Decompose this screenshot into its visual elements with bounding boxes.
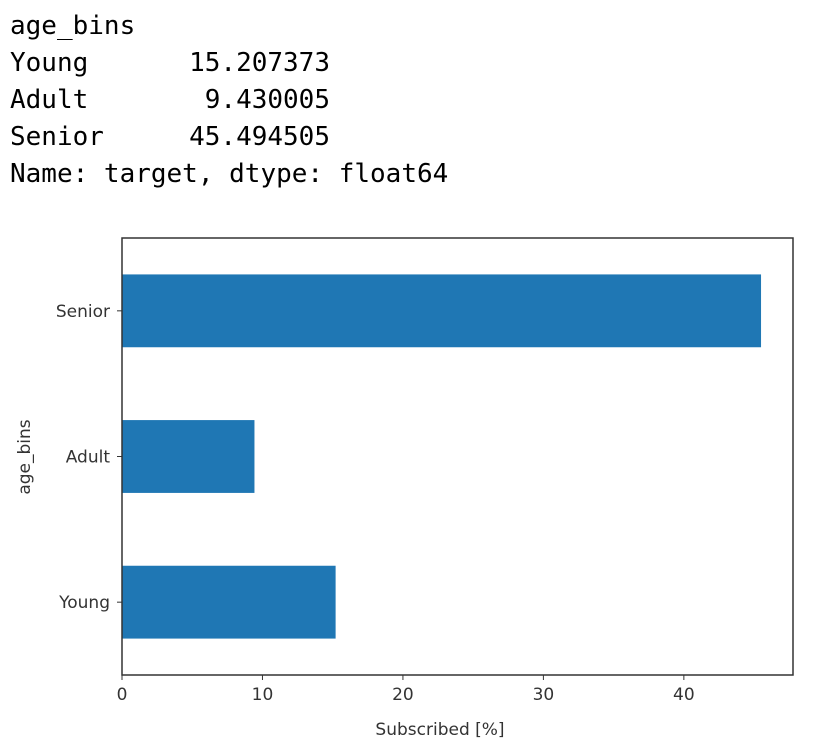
y-tick-label: Young [58,593,110,613]
bar [122,565,336,639]
x-tick-label: 10 [252,685,274,705]
y-axis-label: age_bins [15,419,35,494]
bar [122,274,762,348]
row-name: Senior [10,122,104,152]
y-tick-label: Senior [56,302,110,322]
x-axis-label: Subscribed [%] [375,720,504,740]
x-tick-label: 40 [673,685,695,705]
row-value: 9.430005 [205,85,330,115]
row-name: Adult [10,85,88,115]
bar [122,420,255,493]
y-tick-label: Adult [66,448,111,468]
row-value: 15.207373 [189,48,330,78]
output-header: age_bins [10,11,135,41]
x-tick-label: 30 [533,685,555,705]
output-footer: Name: target, dtype: float64 [10,159,448,189]
x-tick-label: 0 [117,685,128,705]
x-tick-label: 20 [392,685,414,705]
plot-frame [121,237,794,676]
row-name: Young [10,48,88,78]
row-value: 45.494505 [189,122,330,152]
